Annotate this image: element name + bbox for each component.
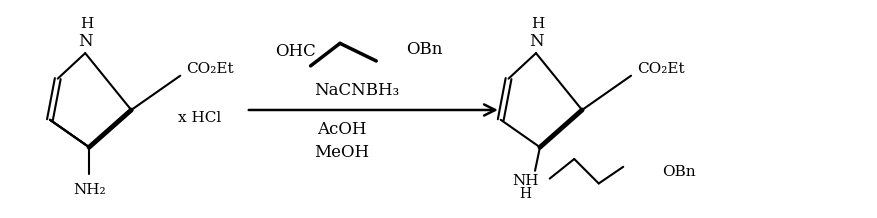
Text: OBn: OBn xyxy=(662,165,696,179)
Text: H: H xyxy=(81,17,94,31)
Text: H: H xyxy=(519,187,531,201)
Text: H: H xyxy=(531,17,545,31)
Text: AcOH: AcOH xyxy=(317,121,367,138)
Text: NH₂: NH₂ xyxy=(73,183,105,197)
Text: CO₂Et: CO₂Et xyxy=(637,62,684,76)
Text: OBn: OBn xyxy=(406,41,442,58)
Text: NH: NH xyxy=(512,174,538,187)
Text: OHC: OHC xyxy=(275,43,316,60)
Text: N: N xyxy=(78,33,92,50)
Text: N: N xyxy=(529,33,544,50)
Text: CO₂Et: CO₂Et xyxy=(186,62,233,76)
Text: NaCNBH₃: NaCNBH₃ xyxy=(314,82,399,99)
Text: MeOH: MeOH xyxy=(315,144,369,161)
Text: x HCl: x HCl xyxy=(178,111,222,125)
